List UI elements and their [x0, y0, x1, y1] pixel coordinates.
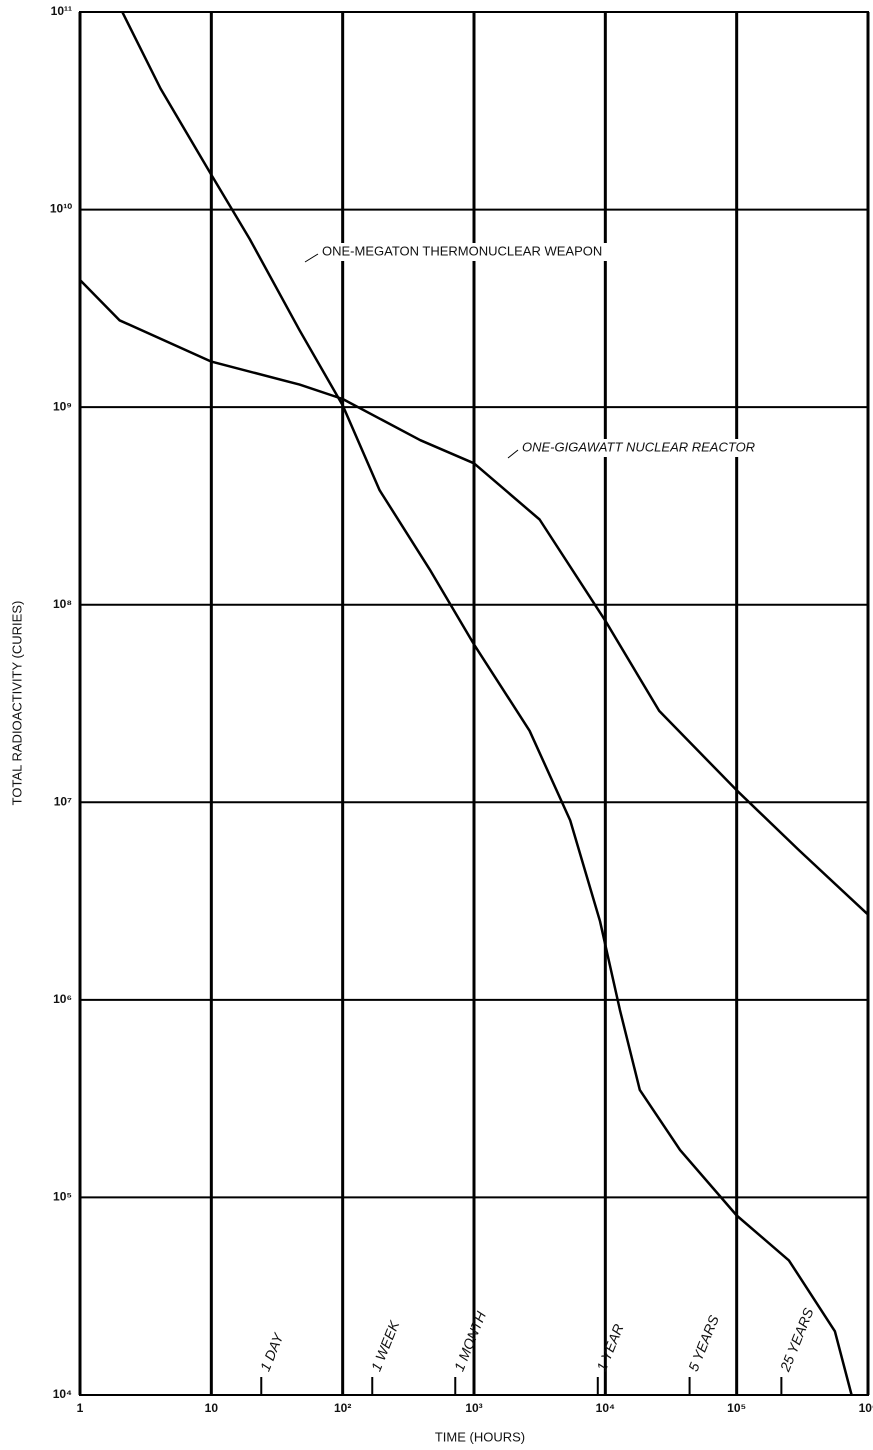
x-tick-label: 10⁶ — [859, 1401, 873, 1415]
series-label: ONE-MEGATON THERMONUCLEAR WEAPON — [322, 243, 602, 258]
y-tick-label: 10⁵ — [53, 1190, 72, 1204]
x-tick-label: 10⁴ — [596, 1401, 615, 1415]
y-tick-label: 10⁹ — [53, 399, 72, 413]
x-tick-label: 10 — [205, 1401, 219, 1415]
y-tick-label: 10¹⁰ — [50, 202, 72, 216]
y-tick-label: 10⁶ — [53, 992, 72, 1006]
time-marker-label: 1 WEEK — [368, 1318, 403, 1374]
x-tick-label: 10² — [334, 1401, 351, 1415]
x-tick-label: 10³ — [465, 1401, 482, 1415]
label-bg — [522, 439, 852, 457]
x-tick-label: 10⁵ — [727, 1401, 746, 1415]
time-marker-label: 1 MONTH — [451, 1308, 490, 1373]
time-marker-label: 1 YEAR — [593, 1322, 626, 1374]
series-line — [79, 279, 869, 916]
y-tick-label: 10⁷ — [54, 794, 72, 808]
leader-line — [507, 449, 519, 459]
series-label: ONE-GIGAWATT NUCLEAR REACTOR — [522, 439, 755, 454]
leader-line — [304, 253, 319, 263]
y-tick-label: 10⁸ — [53, 597, 72, 611]
time-marker-label: 25 YEARS — [776, 1305, 816, 1374]
x-axis-label: TIME (HOURS) — [435, 1429, 525, 1444]
y-axis-label: TOTAL RADIOACTIVITY (CURIES) — [9, 601, 24, 806]
y-tick-label: 10¹¹ — [51, 4, 72, 18]
x-tick-label: 1 — [77, 1401, 84, 1415]
time-marker-label: 5 YEARS — [685, 1312, 722, 1373]
series-line — [121, 11, 853, 1396]
time-marker-label: 1 DAY — [257, 1329, 287, 1373]
label-bg — [322, 243, 652, 261]
y-tick-label: 10⁴ — [53, 1387, 72, 1401]
